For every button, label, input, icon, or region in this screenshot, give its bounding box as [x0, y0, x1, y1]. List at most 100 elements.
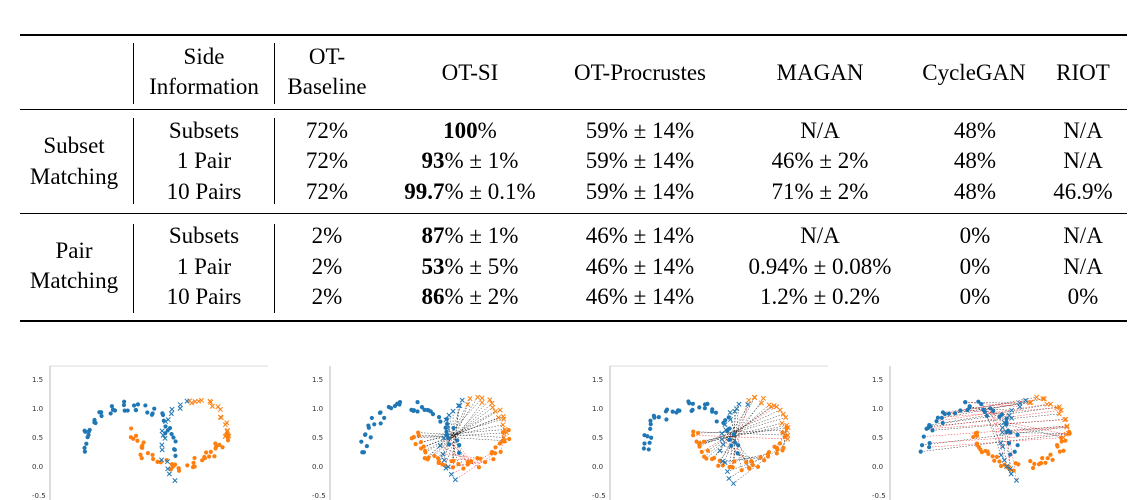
match-line: [722, 456, 761, 462]
match-line: [703, 406, 772, 457]
source-point: [415, 399, 420, 405]
target-point: [705, 448, 710, 453]
target-point: [971, 434, 976, 440]
group1-label-line1: Subset: [43, 133, 105, 158]
source-point: [419, 404, 425, 410]
cross-point: [1056, 411, 1062, 417]
target-point: [732, 459, 737, 464]
target-point: [694, 439, 699, 444]
source-point: [927, 440, 932, 446]
source-point: [451, 425, 456, 431]
target-point: [1045, 456, 1050, 461]
source-point: [93, 420, 98, 426]
y-tick-label: 0.0: [32, 463, 43, 471]
cross-point: [732, 408, 738, 414]
cross-point: [455, 403, 462, 409]
otsi-cell: 93% ± 1%: [380, 148, 560, 174]
cross-point: [1034, 394, 1040, 400]
source-point: [389, 406, 394, 411]
cross-point: [164, 459, 171, 465]
y-tick-label: 1.5: [872, 376, 883, 384]
source-point: [690, 407, 695, 413]
target-point: [758, 455, 763, 460]
source-point: [447, 442, 452, 447]
target-point: [436, 460, 441, 466]
source-point: [361, 450, 367, 455]
cross-point: [998, 440, 1004, 446]
source-point: [173, 453, 178, 458]
target-point: [500, 430, 506, 435]
target-point: [450, 465, 456, 470]
match-line: [960, 400, 1026, 411]
match-line: [981, 403, 1003, 428]
cross-point: [437, 443, 443, 449]
magan-cell: N/A: [800, 223, 840, 248]
cross-point: [479, 399, 485, 406]
cross-point: [441, 435, 447, 441]
scatter-plot-3-svg: 1.5 1.0 0.5 0.0 -0.5: [592, 365, 828, 500]
source-point: [919, 443, 925, 448]
cross-point: [177, 405, 183, 411]
cross-point: [727, 416, 733, 423]
source-point: [927, 423, 932, 428]
otsi-cell: 86% ± 2%: [380, 284, 560, 310]
cross-point: [457, 403, 463, 409]
target-point: [777, 441, 783, 446]
source-point: [958, 408, 963, 413]
cross-point: [1009, 407, 1015, 413]
cross-point: [1065, 430, 1072, 437]
table-top-rule: [20, 34, 1127, 37]
source-point: [651, 413, 656, 418]
cross-point: [1001, 457, 1007, 463]
target-point: [985, 449, 990, 454]
y-tick-label: -0.5: [592, 492, 606, 500]
target-point: [973, 431, 978, 436]
target-point: [129, 426, 134, 431]
cross-point: [218, 415, 224, 421]
target-point: [418, 439, 424, 445]
cross-point: [783, 414, 789, 420]
group2-vline-left: [133, 224, 135, 313]
target-point: [204, 450, 209, 455]
source-point: [984, 413, 989, 418]
cross-point: [1054, 405, 1060, 411]
cross-point: [746, 397, 752, 403]
cross-point: [443, 417, 449, 423]
target-point: [185, 463, 190, 468]
target-point: [701, 439, 707, 444]
target-point: [749, 459, 754, 464]
magan-cell: N/A: [800, 118, 840, 143]
otsi-cell: 100%: [380, 118, 560, 144]
source-point: [663, 409, 669, 414]
cross-point: [766, 402, 772, 408]
source-point: [363, 432, 368, 437]
match-line: [942, 403, 1051, 424]
cross-point: [224, 420, 230, 426]
match-line: [937, 407, 1057, 418]
source-point: [705, 401, 710, 406]
y-tick-label: 0.0: [592, 463, 603, 471]
source-point: [372, 422, 377, 427]
source-point: [999, 412, 1005, 417]
cross-point: [165, 466, 171, 472]
procrustes-cell: 46% ± 14%: [585, 284, 695, 309]
source-point: [727, 437, 732, 442]
y-tick-label: 1.0: [872, 405, 883, 413]
y-tick-label: 0.5: [312, 434, 323, 442]
source-point: [702, 406, 707, 411]
cross-point: [1026, 400, 1033, 406]
target-point: [191, 460, 196, 465]
source-point: [935, 415, 940, 420]
source-point: [84, 441, 89, 446]
cross-point: [724, 468, 730, 475]
target-point: [150, 452, 155, 458]
match-line: [729, 408, 737, 468]
source-point: [415, 409, 420, 414]
cross-point: [500, 413, 506, 419]
target-point: [465, 459, 470, 465]
target-point: [493, 445, 498, 450]
target-point: [730, 465, 735, 470]
source-point: [125, 408, 130, 413]
match-line: [442, 400, 463, 465]
source-point: [677, 408, 682, 413]
